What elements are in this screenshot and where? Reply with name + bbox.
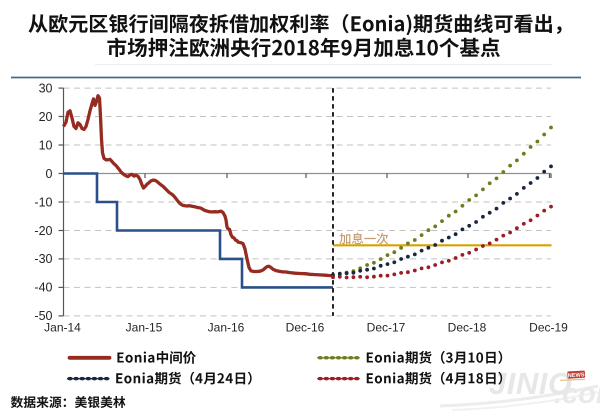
svg-text:-20: -20 — [34, 224, 52, 238]
svg-text:20: 20 — [39, 110, 53, 124]
svg-text:10: 10 — [39, 138, 53, 152]
svg-text:.com: .com — [554, 378, 600, 410]
svg-text:Dec-18: Dec-18 — [448, 321, 487, 335]
svg-text:Jan-16: Jan-16 — [208, 321, 245, 335]
svg-text:Jan-15: Jan-15 — [126, 321, 163, 335]
svg-text:30: 30 — [39, 81, 53, 95]
svg-text:Dec-17: Dec-17 — [367, 321, 406, 335]
svg-text:Dec-16: Dec-16 — [286, 321, 325, 335]
svg-text:JINIO: JINIO — [489, 366, 572, 401]
svg-text:-30: -30 — [34, 252, 52, 266]
svg-text:-50: -50 — [34, 309, 52, 323]
svg-text:0: 0 — [46, 167, 53, 181]
svg-text:-40: -40 — [34, 281, 52, 295]
svg-text:NEWS: NEWS — [568, 372, 585, 379]
svg-text:-10: -10 — [34, 195, 52, 209]
svg-text:Jan-14: Jan-14 — [44, 321, 81, 335]
svg-text:Dec-19: Dec-19 — [529, 321, 568, 335]
